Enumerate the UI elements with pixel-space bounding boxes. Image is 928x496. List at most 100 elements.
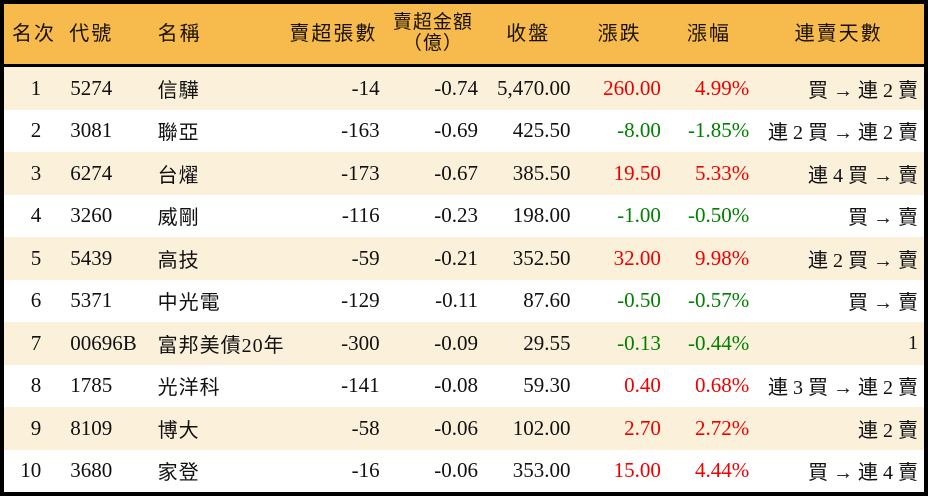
change-cell: 19.50 (574, 152, 665, 195)
header-change: 漲跌 (574, 2, 665, 67)
change-cell: 15.00 (574, 449, 665, 494)
table-row: 10 3680 家登 -16 -0.06 353.00 15.00 4.44% … (2, 449, 926, 494)
close-cell: 385.50 (482, 152, 575, 195)
close-cell: 87.60 (482, 279, 575, 322)
name-cell: 家登 (147, 449, 284, 494)
streak-cell: 連 4 買 → 賣 (753, 152, 926, 195)
streak-cell: 1 (753, 322, 926, 365)
header-streak: 連賣天數 (753, 2, 926, 67)
code-cell: 1785 (57, 364, 148, 407)
name-cell: 威剛 (147, 194, 284, 237)
close-cell: 352.50 (482, 237, 575, 280)
close-cell: 5,470.00 (482, 65, 575, 110)
amount-cell: -0.06 (383, 449, 483, 494)
name-cell: 信驊 (147, 65, 284, 110)
header-code: 代號 (57, 2, 148, 67)
amount-cell: -0.74 (383, 65, 483, 110)
rank-cell: 10 (2, 449, 58, 494)
header-amount: 賣超金額 （億） (383, 2, 483, 67)
name-cell: 光洋科 (147, 364, 284, 407)
code-cell: 5371 (57, 279, 148, 322)
streak-cell: 連 2 買 → 連 2 賣 (753, 109, 926, 152)
volume-cell: -141 (283, 364, 384, 407)
streak-cell: 買 → 連 4 賣 (753, 449, 926, 494)
volume-cell: -14 (283, 65, 384, 110)
name-cell: 高技 (147, 237, 284, 280)
rank-cell: 8 (2, 364, 58, 407)
code-cell: 3081 (57, 109, 148, 152)
name-cell: 台燿 (147, 152, 284, 195)
streak-cell: 買 → 連 2 賣 (753, 65, 926, 110)
rank-cell: 5 (2, 237, 58, 280)
rank-cell: 9 (2, 407, 58, 450)
table-header: 名次 代號 名稱 賣超張數 賣超金額 （億） 收盤 漲跌 漲幅 連賣天數 (2, 2, 926, 67)
code-cell: 5439 (57, 237, 148, 280)
change-pct-cell: -0.50% (664, 194, 754, 237)
table-row: 1 5274 信驊 -14 -0.74 5,470.00 260.00 4.99… (2, 65, 926, 110)
name-cell: 富邦美債20年 (147, 322, 284, 365)
code-cell: 3260 (57, 194, 148, 237)
amount-cell: -0.69 (383, 109, 483, 152)
change-cell: -0.50 (574, 279, 665, 322)
rank-cell: 1 (2, 65, 58, 110)
code-cell: 6274 (57, 152, 148, 195)
header-rank: 名次 (2, 2, 58, 67)
change-pct-cell: 2.72% (664, 407, 754, 450)
volume-cell: -116 (283, 194, 384, 237)
header-change-pct: 漲幅 (664, 2, 754, 67)
name-cell: 聯亞 (147, 109, 284, 152)
change-cell: -0.13 (574, 322, 665, 365)
change-pct-cell: -1.85% (664, 109, 754, 152)
header-amount-line1: 賣超金額 (392, 12, 473, 34)
change-pct-cell: 9.98% (664, 237, 754, 280)
header-volume: 賣超張數 (283, 2, 384, 67)
name-cell: 中光電 (147, 279, 284, 322)
rank-cell: 7 (2, 322, 58, 365)
rank-cell: 3 (2, 152, 58, 195)
change-cell: 2.70 (574, 407, 665, 450)
volume-cell: -59 (283, 237, 384, 280)
amount-cell: -0.08 (383, 364, 483, 407)
close-cell: 353.00 (482, 449, 575, 494)
header-name: 名稱 (147, 2, 284, 67)
streak-cell: 買 → 賣 (753, 194, 926, 237)
volume-cell: -58 (283, 407, 384, 450)
amount-cell: -0.23 (383, 194, 483, 237)
close-cell: 59.30 (482, 364, 575, 407)
close-cell: 102.00 (482, 407, 575, 450)
streak-cell: 買 → 賣 (753, 279, 926, 322)
name-cell: 博大 (147, 407, 284, 450)
streak-cell: 連 2 賣 (753, 407, 926, 450)
table-body: 1 5 2 7 4 信驊 -14 -0.74 5,470.00 260.00 4.99… (2, 65, 926, 494)
change-pct-cell: 4.44% (664, 449, 754, 494)
close-cell: 198.00 (482, 194, 575, 237)
change-pct-cell: 0.68% (664, 364, 754, 407)
volume-cell: -300 (283, 322, 384, 365)
header-close: 收盤 (482, 2, 575, 67)
volume-cell: -173 (283, 152, 384, 195)
volume-cell: -163 (283, 109, 384, 152)
change-cell: -1.00 (574, 194, 665, 237)
code-cell: 3680 (57, 449, 148, 494)
amount-cell: -0.09 (383, 322, 483, 365)
table-row: 5 5439 高技 -59 -0.21 352.50 32.00 9.98% 連… (2, 237, 926, 280)
rank-cell: 2 (2, 109, 58, 152)
table-row: 8 1785 光洋科 -141 -0.08 59.30 0.40 0.68% 連… (2, 364, 926, 407)
close-cell: 29.55 (482, 322, 575, 365)
change-cell: 260.00 (574, 65, 665, 110)
table-row: 2 3081 聯亞 -163 -0.69 425.50 -8.00 -1.85%… (2, 109, 926, 152)
change-pct-cell: 4.99% (664, 65, 754, 110)
rank-cell: 6 (2, 279, 58, 322)
amount-cell: -0.11 (383, 279, 483, 322)
change-pct-cell: -0.57% (664, 279, 754, 322)
amount-cell: -0.06 (383, 407, 483, 450)
close-cell: 425.50 (482, 109, 575, 152)
change-pct-cell: 5.33% (664, 152, 754, 195)
table-row: 9 8109 博大 -58 -0.06 102.00 2.70 2.72% 連 … (2, 407, 926, 450)
change-pct-cell: -0.44% (664, 322, 754, 365)
table-row: 4 3260 威剛 -116 -0.23 198.00 -1.00 -0.50%… (2, 194, 926, 237)
rank-cell: 4 (2, 194, 58, 237)
table-row: 6 5371 中光電 -129 -0.11 87.60 -0.50 -0.57%… (2, 279, 926, 322)
amount-cell: -0.67 (383, 152, 483, 195)
